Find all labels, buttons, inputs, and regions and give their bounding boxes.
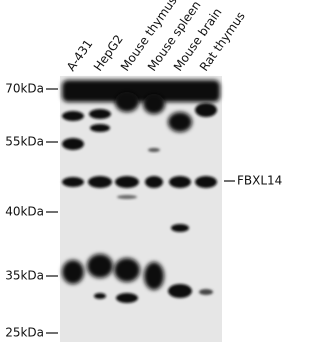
band bbox=[148, 148, 160, 152]
band bbox=[94, 293, 106, 299]
band bbox=[117, 195, 137, 199]
band bbox=[199, 289, 213, 295]
band bbox=[90, 124, 110, 132]
band bbox=[168, 284, 192, 298]
western-blot: A-431 HepG2 Mouse thymus Mouse spleen Mo… bbox=[5, 0, 282, 342]
band bbox=[115, 176, 139, 188]
band bbox=[169, 176, 191, 188]
band bbox=[87, 254, 113, 278]
band bbox=[143, 94, 165, 114]
marker-label: 35kDa bbox=[5, 269, 44, 283]
band bbox=[62, 260, 84, 284]
band bbox=[88, 176, 112, 188]
band bbox=[89, 109, 111, 119]
target-label: FBXL14 bbox=[237, 174, 282, 188]
band bbox=[171, 224, 189, 232]
marker-label: 70kDa bbox=[5, 82, 44, 96]
lane-label: A-431 bbox=[64, 37, 96, 74]
marker-labels: 70kDa 55kDa 40kDa 35kDa 25kDa bbox=[5, 82, 58, 340]
membrane bbox=[60, 76, 222, 342]
band bbox=[114, 258, 140, 282]
band bbox=[115, 92, 139, 112]
marker-label: 25kDa bbox=[5, 326, 44, 340]
band bbox=[145, 176, 163, 188]
band bbox=[62, 111, 84, 121]
band bbox=[144, 262, 164, 290]
band bbox=[195, 103, 217, 117]
band bbox=[116, 293, 138, 303]
band bbox=[62, 138, 84, 150]
bands bbox=[62, 80, 220, 303]
band bbox=[168, 112, 192, 132]
band bbox=[195, 176, 217, 188]
lane-labels: A-431 HepG2 Mouse thymus Mouse spleen Mo… bbox=[64, 0, 248, 74]
band bbox=[62, 80, 220, 102]
marker-label: 55kDa bbox=[5, 135, 44, 149]
band bbox=[62, 177, 84, 187]
marker-label: 40kDa bbox=[5, 205, 44, 219]
